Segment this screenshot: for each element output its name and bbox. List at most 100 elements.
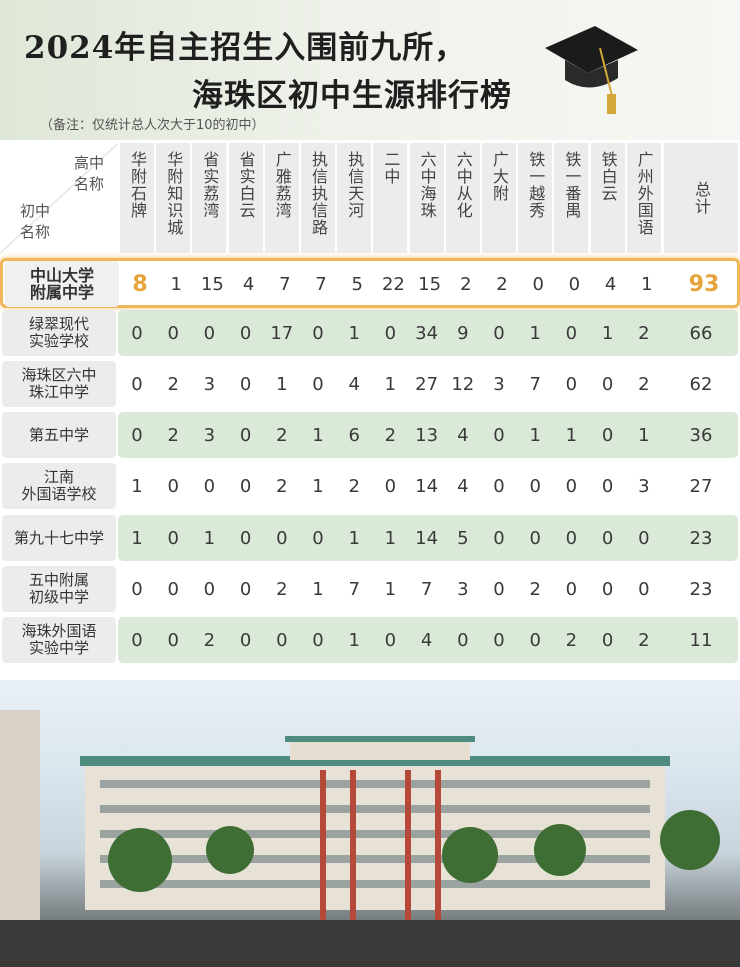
value-cell: 0 bbox=[601, 629, 614, 651]
value-cell: 0 bbox=[203, 475, 216, 497]
value-cell: 0 bbox=[638, 578, 650, 600]
value-cell: 0 bbox=[384, 475, 397, 497]
title-line-1: 2024年自主招生入围前九所， bbox=[24, 30, 467, 66]
column-header-label: 铁白云 bbox=[598, 151, 618, 202]
value-cell: 2 bbox=[276, 578, 288, 600]
graduation-cap-icon bbox=[545, 26, 638, 114]
total-cell: 23 bbox=[689, 578, 713, 600]
title-banner: 2024年自主招生入围前九所， 海珠区初中生源排行榜 （备注：仅统计总人次大于1… bbox=[0, 0, 740, 140]
column-header: 执信执信路 bbox=[301, 143, 335, 253]
value-cell: 1 bbox=[312, 424, 324, 446]
value-cell: 12 bbox=[451, 373, 475, 395]
value-cell: 1 bbox=[348, 629, 360, 651]
column-header-label: 华附石牌 bbox=[128, 151, 147, 219]
value-cell: 1 bbox=[170, 273, 182, 295]
value-cell: 3 bbox=[457, 578, 469, 600]
value-cell: 7 bbox=[279, 273, 291, 295]
value-cell: 0 bbox=[239, 322, 252, 344]
value-cell: 0 bbox=[276, 527, 288, 549]
value-cell: 1 bbox=[529, 424, 541, 446]
column-header: 省实白云 bbox=[228, 143, 263, 253]
value-cell: 1 bbox=[601, 322, 614, 344]
value-cell: 1 bbox=[312, 578, 324, 600]
value-cell: 14 bbox=[415, 527, 439, 549]
value-cell: 0 bbox=[532, 273, 544, 295]
total-cell: 23 bbox=[689, 527, 713, 549]
value-cell: 0 bbox=[312, 322, 324, 344]
column-header-label: 铁一越秀 bbox=[526, 151, 546, 219]
total-cell: 27 bbox=[689, 475, 713, 497]
row-values bbox=[118, 515, 738, 561]
value-cell: 15 bbox=[418, 273, 442, 295]
value-cell: 1 bbox=[638, 424, 650, 446]
value-cell: 0 bbox=[493, 424, 505, 446]
value-cell: 0 bbox=[601, 475, 614, 497]
value-cell: 0 bbox=[239, 373, 252, 395]
column-header-label: 广雅荔湾 bbox=[272, 151, 292, 219]
value-cell: 2 bbox=[167, 424, 179, 446]
value-cell: 4 bbox=[348, 373, 360, 395]
column-header: 铁一番禺 bbox=[554, 143, 589, 253]
column-header-label: 执信执信路 bbox=[309, 151, 328, 236]
table-row: 中山大学 附属中学 8 1 15 4 7 7 5 22 15 2 2 0 0 4 1 93 bbox=[0, 258, 740, 308]
value-cell: 0 bbox=[239, 578, 252, 600]
value-cell: 0 bbox=[167, 322, 179, 344]
value-cell: 3 bbox=[493, 373, 505, 395]
column-header-label: 省实白云 bbox=[236, 151, 256, 219]
value-cell: 0 bbox=[529, 527, 541, 549]
value-cell: 0 bbox=[568, 273, 581, 295]
value-cell: 3 bbox=[203, 424, 216, 446]
value-cell: 0 bbox=[167, 527, 179, 549]
value-cell: 0 bbox=[312, 373, 324, 395]
value-cell: 3 bbox=[203, 373, 216, 395]
column-header: 铁一越秀 bbox=[518, 143, 553, 253]
column-header: 华附石牌 bbox=[120, 143, 154, 253]
value-cell: 0 bbox=[601, 527, 614, 549]
high-school-label: 高中 名称 bbox=[73, 154, 104, 193]
row-school-name: 海珠外国语 实验中学 bbox=[2, 617, 116, 663]
column-header: 铁白云 bbox=[590, 143, 625, 253]
value-cell: 2 bbox=[565, 629, 578, 651]
value-cell: 0 bbox=[384, 322, 397, 344]
value-cell: 1 bbox=[131, 527, 143, 549]
total-cell: 36 bbox=[689, 424, 713, 446]
row-school-name: 五中附属 初级中学 bbox=[2, 566, 116, 612]
row-values bbox=[118, 412, 738, 458]
value-cell: 1 bbox=[641, 273, 653, 295]
column-header-label: 六中海珠 bbox=[417, 151, 437, 219]
column-header-label: 广州外国语 bbox=[634, 151, 654, 236]
value-cell: 0 bbox=[131, 373, 143, 395]
value-cell: 2 bbox=[203, 629, 216, 651]
row-values bbox=[118, 310, 738, 356]
value-cell: 17 bbox=[270, 322, 294, 344]
value-cell: 0 bbox=[565, 475, 578, 497]
note: （备注：仅统计总人次大于10的初中） bbox=[40, 118, 265, 133]
value-cell: 0 bbox=[312, 629, 324, 651]
value-cell: 4 bbox=[604, 273, 617, 295]
value-cell: 0 bbox=[565, 373, 578, 395]
value-cell: 1 bbox=[131, 475, 143, 497]
column-header: 华附知识城 bbox=[156, 143, 191, 253]
table-row: 绿翠现代 实验学校 0 0 0 0 17 0 1 0 34 9 0 1 0 1 2 66 bbox=[0, 310, 740, 356]
value-cell: 2 bbox=[496, 273, 508, 295]
value-cell: 2 bbox=[638, 373, 650, 395]
value-cell: 2 bbox=[276, 424, 288, 446]
value-cell: 0 bbox=[601, 424, 614, 446]
value-cell: 0 bbox=[529, 475, 541, 497]
value-cell: 0 bbox=[131, 629, 143, 651]
value-cell: 0 bbox=[601, 373, 614, 395]
value-cell: 22 bbox=[381, 273, 405, 295]
value-cell: 1 bbox=[348, 527, 360, 549]
row-school-name: 第九十七中学 bbox=[2, 515, 116, 561]
value-cell: 0 bbox=[131, 424, 143, 446]
row-values bbox=[118, 617, 738, 663]
value-cell: 4 bbox=[457, 475, 469, 497]
value-cell: 0 bbox=[167, 629, 179, 651]
table-row: 第五中学 0 2 3 0 2 1 6 2 13 4 0 1 1 0 1 36 bbox=[0, 412, 740, 458]
value-cell: 0 bbox=[203, 578, 216, 600]
value-cell: 7 bbox=[348, 578, 360, 600]
table-row: 五中附属 初级中学 0 0 0 0 2 1 7 1 7 3 0 2 0 0 0 23 bbox=[0, 566, 740, 612]
value-cell: 0 bbox=[203, 322, 216, 344]
value-cell: 1 bbox=[203, 527, 216, 549]
column-header: 广州外国语 bbox=[626, 143, 661, 253]
